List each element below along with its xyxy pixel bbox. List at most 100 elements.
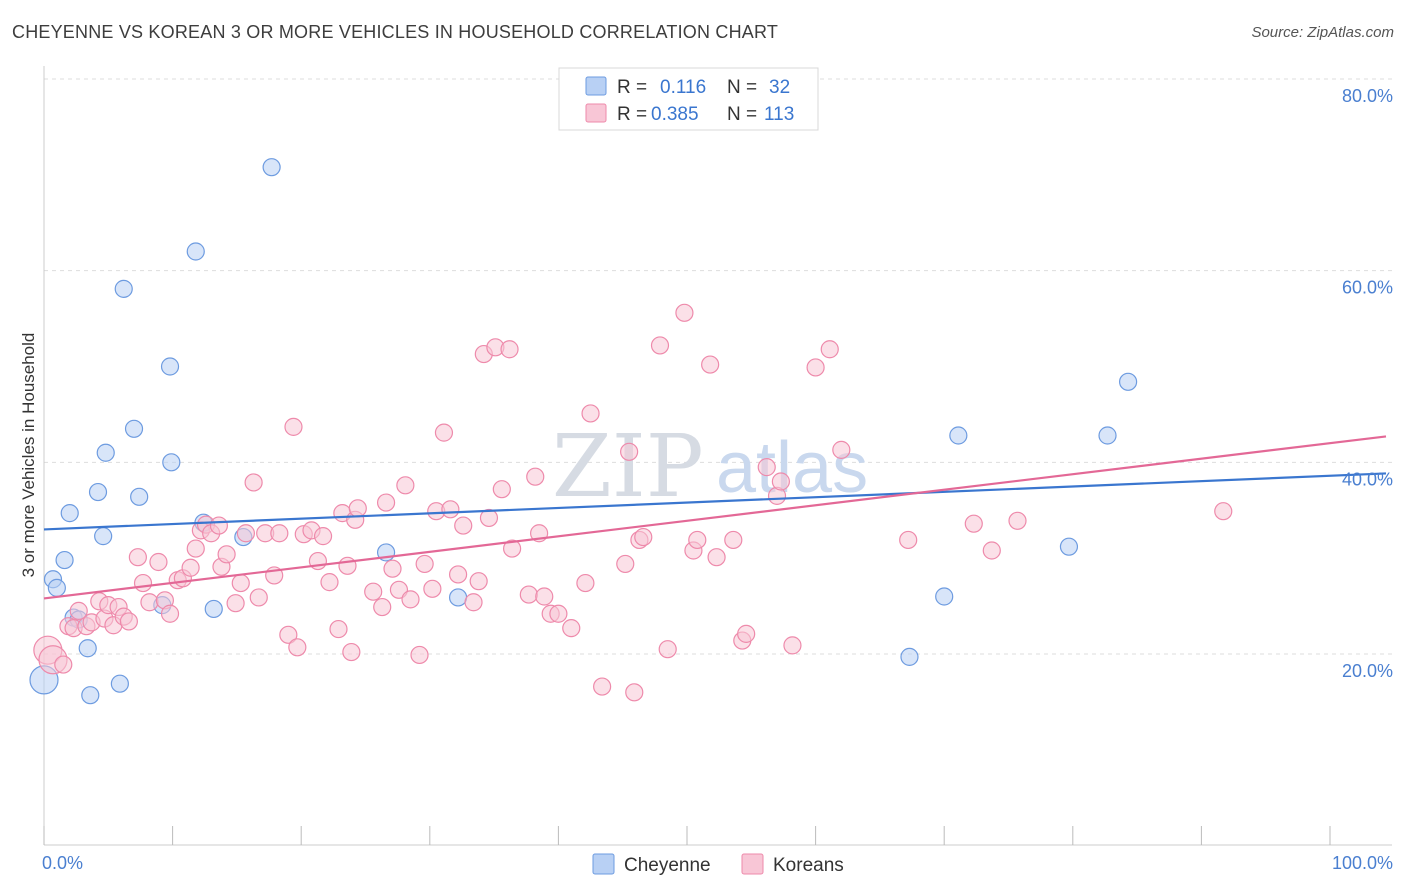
x-tick-label-min: 0.0%	[42, 853, 83, 873]
koreans-point	[338, 556, 357, 575]
koreans-point	[329, 619, 348, 639]
series-legend: Cheyenne Koreans	[592, 853, 844, 876]
koreans-point	[724, 530, 743, 550]
cheyenne-point	[81, 686, 100, 705]
koreans-point	[279, 625, 298, 644]
chart-title: CHEYENNE VS KOREAN 3 OR MORE VEHICLES IN…	[12, 22, 779, 42]
cheyenne-point	[114, 279, 133, 298]
koreans-r-label: R =	[617, 104, 647, 125]
koreans-point	[236, 524, 256, 543]
koreans-point	[348, 499, 367, 518]
koreans-point	[342, 642, 361, 662]
koreans-point	[771, 472, 790, 491]
tick-labels: 20.0% 40.0% 60.0% 80.0% 0.0% 100.0%	[42, 86, 1393, 873]
koreans-point	[535, 587, 554, 606]
cheyenne-point	[55, 550, 74, 570]
cheyenne-trend-line	[43, 472, 1387, 531]
cheyenne-point	[124, 419, 144, 438]
koreans-point	[140, 593, 159, 612]
koreans-point	[270, 524, 289, 543]
koreans-point	[373, 597, 392, 617]
koreans-point	[500, 340, 519, 359]
koreans-point	[441, 500, 460, 519]
koreans-point	[448, 565, 468, 584]
legend-cheyenne-label: Cheyenne	[624, 855, 711, 876]
koreans-point	[820, 340, 839, 359]
koreans-point	[658, 640, 677, 659]
cheyenne-point	[88, 482, 108, 502]
cheyenne-point	[204, 599, 223, 619]
koreans-point	[1214, 502, 1233, 521]
koreans-point	[284, 417, 303, 436]
koreans-point	[454, 516, 473, 535]
koreans-point	[288, 638, 307, 657]
koreans-point	[244, 473, 263, 492]
cheyenne-point	[186, 242, 205, 261]
koreans-point	[783, 636, 802, 655]
y-tick-label: 20.0%	[1342, 661, 1393, 681]
koreans-point	[415, 554, 434, 574]
koreans-point	[149, 552, 168, 572]
koreans-point	[69, 601, 88, 620]
koreans-point	[181, 558, 200, 577]
koreans-point	[675, 303, 694, 322]
koreans-point	[396, 476, 415, 495]
watermark-zip: ZIP	[552, 417, 704, 517]
koreans-point	[549, 604, 568, 623]
koreans-point	[320, 573, 339, 592]
cheyenne-point	[94, 527, 113, 546]
koreans-point	[806, 358, 825, 377]
x-tick-label-max: 100.0%	[1332, 853, 1393, 873]
koreans-point	[503, 539, 522, 558]
legend-koreans-label: Koreans	[773, 855, 844, 876]
koreans-point	[492, 480, 511, 499]
cheyenne-point	[130, 487, 149, 506]
koreans-point	[519, 585, 538, 604]
koreans-point	[526, 467, 545, 486]
koreans-point	[634, 527, 653, 547]
cheyenne-swatch	[585, 76, 607, 96]
koreans-n-value: 113	[764, 104, 794, 125]
koreans-point	[576, 573, 595, 593]
koreans-point	[383, 559, 402, 578]
koreans-point	[832, 440, 851, 459]
cheyenne-point	[262, 158, 281, 177]
cheyenne-point	[110, 674, 129, 693]
koreans-point	[479, 508, 499, 528]
koreans-point	[160, 604, 180, 623]
koreans-point	[186, 539, 205, 558]
koreans-point	[593, 677, 612, 696]
koreans-point	[469, 572, 488, 591]
koreans-swatch	[585, 103, 607, 123]
cheyenne-point	[47, 578, 66, 597]
koreans-point	[434, 423, 454, 442]
koreans-point	[217, 545, 236, 564]
koreans-point	[982, 541, 1001, 560]
koreans-trend-line	[43, 435, 1387, 600]
trend-lines	[43, 435, 1387, 600]
source-label: Source: ZipAtlas.com	[1251, 24, 1394, 41]
cheyenne-r-value: 0.116	[660, 77, 706, 98]
koreans-point	[209, 516, 228, 535]
koreans-point	[757, 458, 776, 477]
koreans-point	[226, 594, 245, 613]
koreans-point	[313, 527, 333, 546]
koreans-point	[119, 612, 138, 631]
cheyenne-point	[1118, 372, 1138, 391]
koreans-point	[364, 582, 383, 601]
y-tick-label: 60.0%	[1342, 278, 1393, 298]
axes	[43, 66, 1392, 846]
cheyenne-point	[900, 647, 919, 666]
cheyenne-point	[78, 639, 97, 658]
cheyenne-point	[162, 453, 181, 472]
koreans-point	[964, 514, 983, 533]
koreans-point	[401, 590, 420, 609]
koreans-point	[464, 593, 483, 612]
koreans-point	[899, 530, 918, 550]
koreans-point	[701, 355, 720, 374]
koreans-n-label: N =	[727, 104, 757, 125]
koreans-points	[33, 303, 1233, 702]
stats-legend: R = 0.116 N = 32 R = 0.385 N = 113	[558, 67, 819, 131]
koreans-point	[620, 442, 639, 461]
y-axis-title: 3 or more Vehicles in Household	[19, 333, 38, 578]
